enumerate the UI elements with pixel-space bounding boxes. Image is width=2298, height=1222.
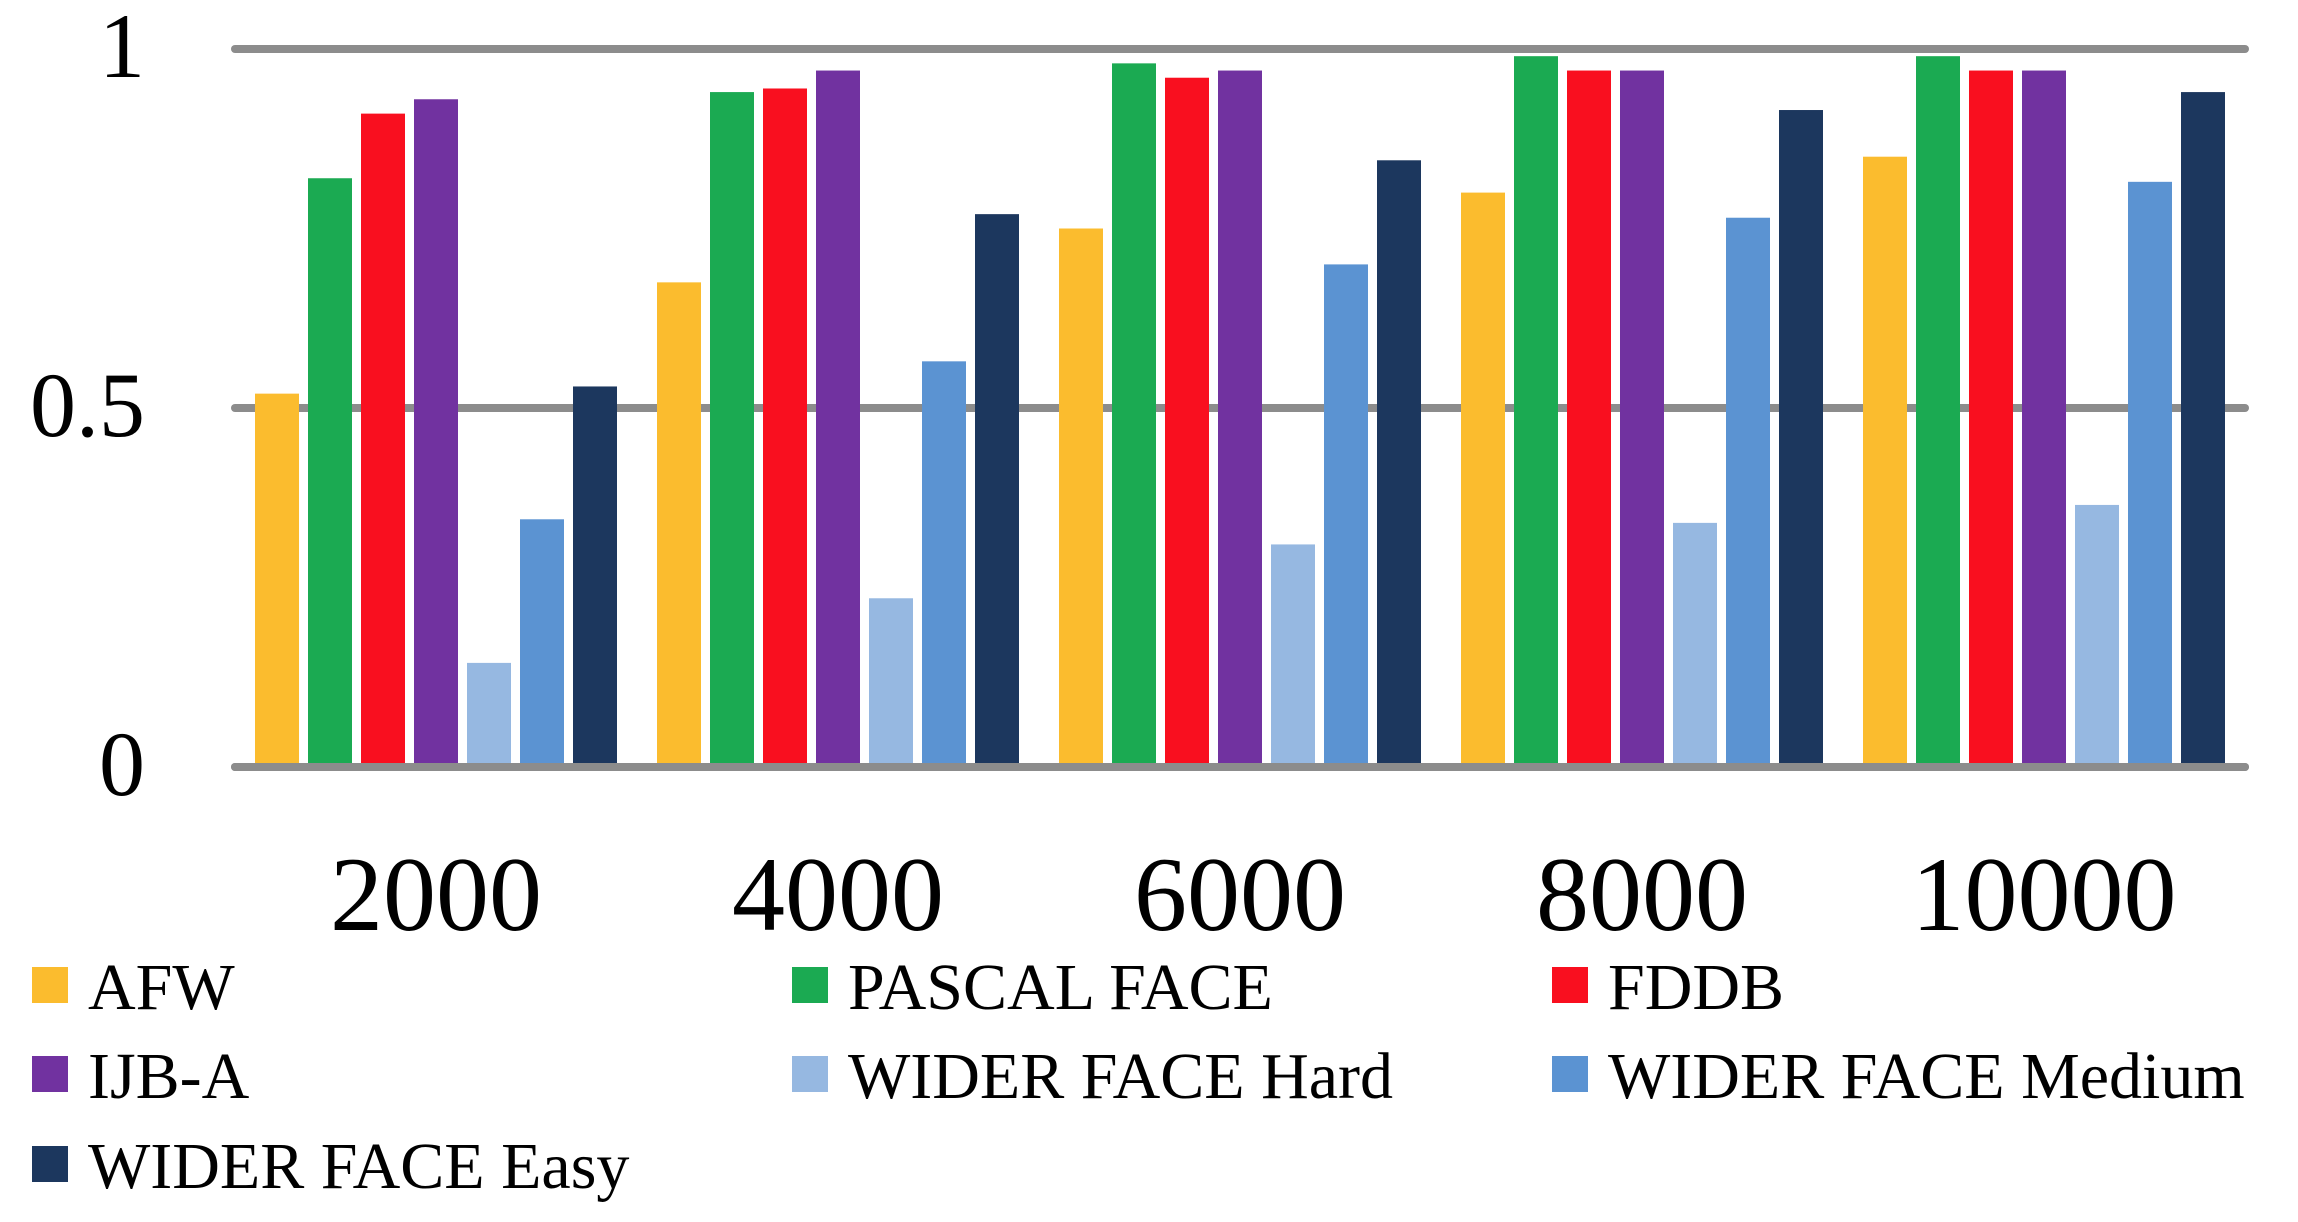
legend-swatch	[32, 967, 68, 1003]
bar-ijb-a-6000	[1218, 70, 1262, 764]
legend-label: AFW	[88, 951, 235, 1024]
bar-fddb-4000	[763, 88, 807, 764]
legend-item-ijb-a: IJB-A	[32, 1040, 250, 1113]
bar-afw-10000	[1863, 156, 1907, 763]
legend-swatch	[792, 967, 828, 1003]
bar-wider-face-hard-6000	[1271, 544, 1315, 763]
y-axis-tick-labels: 00.51	[30, 0, 145, 815]
bar-fddb-10000	[1969, 70, 2013, 764]
bar-wider-face-medium-10000	[2128, 181, 2172, 763]
bar-wider-face-easy-2000	[573, 386, 617, 763]
bar-pascal-face-8000	[1514, 56, 1558, 764]
legend-item-wider-face-medium: WIDER FACE Medium	[1552, 1040, 2245, 1113]
x-category-label: 2000	[330, 836, 542, 953]
legend-swatch	[1552, 967, 1588, 1003]
legend-swatch	[1552, 1056, 1588, 1092]
bars	[231, 56, 2249, 771]
bar-wider-face-easy-8000	[1779, 110, 1823, 763]
bar-pascal-face-10000	[1916, 56, 1960, 764]
bar-pascal-face-6000	[1112, 63, 1156, 764]
bar-afw-8000	[1461, 192, 1505, 764]
bar-fddb-6000	[1165, 77, 1209, 764]
legend-item-pascal-face: PASCAL FACE	[792, 951, 1273, 1024]
bar-pascal-face-2000	[308, 178, 352, 764]
bar-afw-6000	[1059, 228, 1103, 763]
x-category-label: 10000	[1912, 836, 2177, 953]
legend-label: FDDB	[1608, 951, 1784, 1024]
bar-wider-face-hard-4000	[869, 598, 913, 763]
bar-wider-face-easy-6000	[1377, 160, 1421, 764]
x-category-label: 6000	[1134, 836, 1346, 953]
bar-ijb-a-4000	[816, 70, 860, 764]
legend-swatch	[792, 1056, 828, 1092]
bar-ijb-a-2000	[414, 99, 458, 763]
bar-ijb-a-8000	[1620, 70, 1664, 764]
legend-swatch	[32, 1056, 68, 1092]
bar-fddb-2000	[361, 113, 405, 764]
y-tick-label: 0	[99, 713, 145, 815]
legend-label: WIDER FACE Hard	[848, 1040, 1393, 1113]
bar-wider-face-hard-2000	[467, 662, 511, 763]
y-tick-label: 0.5	[30, 354, 145, 456]
x-axis-category-labels: 2000 4000 6000 8000 10000	[330, 836, 2177, 953]
bar-afw-2000	[255, 393, 299, 763]
y-tick-label: 1	[99, 0, 145, 97]
bar-wider-face-hard-10000	[2075, 504, 2119, 763]
bar-wider-face-medium-6000	[1324, 264, 1368, 763]
bar-wider-face-hard-8000	[1673, 522, 1717, 763]
bar-wider-face-easy-4000	[975, 214, 1019, 763]
legend-label: PASCAL FACE	[848, 951, 1273, 1024]
legend-label: WIDER FACE Easy	[88, 1130, 629, 1203]
legend-item-wider-face-hard: WIDER FACE Hard	[792, 1040, 1393, 1113]
legend-label: IJB-A	[88, 1040, 250, 1113]
legend-item-fddb: FDDB	[1552, 951, 1784, 1024]
legend-item-wider-face-easy: WIDER FACE Easy	[32, 1130, 629, 1203]
legend-label: WIDER FACE Medium	[1608, 1040, 2245, 1113]
legend-item-afw: AFW	[32, 951, 235, 1024]
legend-swatch	[32, 1146, 68, 1182]
bar-afw-4000	[657, 282, 701, 763]
bar-wider-face-medium-2000	[520, 519, 564, 763]
bar-pascal-face-4000	[710, 92, 754, 763]
x-category-label: 4000	[732, 836, 944, 953]
x-category-label: 8000	[1536, 836, 1748, 953]
bar-wider-face-medium-4000	[922, 361, 966, 763]
bar-ijb-a-10000	[2022, 70, 2066, 764]
bar-wider-face-medium-8000	[1726, 217, 1770, 764]
bar-wider-face-easy-10000	[2181, 92, 2225, 763]
legend: AFW PASCAL FACE FDDB IJB-A WIDER FACE Hard WI…	[32, 951, 2245, 1203]
bar-fddb-8000	[1567, 70, 1611, 764]
